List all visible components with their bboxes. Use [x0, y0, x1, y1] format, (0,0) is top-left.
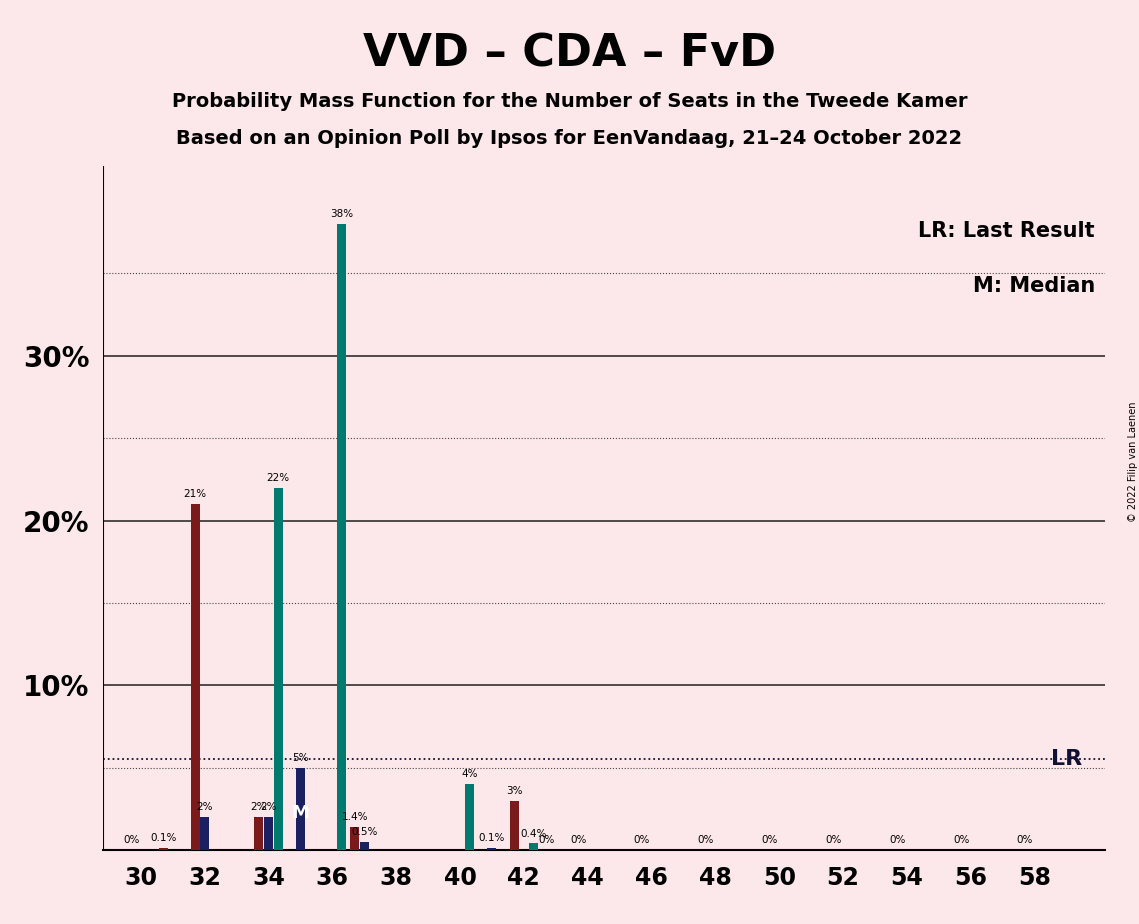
Bar — [264, 817, 273, 850]
Text: 0%: 0% — [953, 835, 969, 845]
Bar — [350, 827, 359, 850]
Text: 38%: 38% — [330, 209, 353, 219]
Text: 0.4%: 0.4% — [521, 829, 547, 839]
Text: 0.5%: 0.5% — [351, 827, 377, 837]
Bar — [510, 801, 518, 850]
Bar — [200, 817, 210, 850]
Text: 0%: 0% — [538, 835, 555, 845]
Text: © 2022 Filip van Laenen: © 2022 Filip van Laenen — [1129, 402, 1138, 522]
Text: 0%: 0% — [123, 835, 139, 845]
Bar — [273, 488, 282, 850]
Text: 1.4%: 1.4% — [342, 812, 368, 822]
Text: LR: LR — [1051, 749, 1082, 770]
Text: Based on an Opinion Poll by Ipsos for EenVandaag, 21–24 October 2022: Based on an Opinion Poll by Ipsos for Ee… — [177, 129, 962, 149]
Text: 0%: 0% — [1017, 835, 1033, 845]
Text: 2%: 2% — [196, 802, 213, 812]
Text: 0%: 0% — [826, 835, 842, 845]
Text: 2%: 2% — [260, 802, 277, 812]
Text: M: M — [292, 804, 310, 822]
Text: 0%: 0% — [697, 835, 714, 845]
Text: 0.1%: 0.1% — [150, 833, 177, 844]
Text: 0%: 0% — [633, 835, 650, 845]
Bar — [360, 842, 369, 850]
Bar — [528, 844, 538, 850]
Text: 0%: 0% — [762, 835, 778, 845]
Bar — [158, 848, 167, 850]
Text: 2%: 2% — [251, 802, 268, 812]
Bar — [296, 768, 305, 850]
Text: 22%: 22% — [267, 473, 289, 482]
Text: VVD – CDA – FvD: VVD – CDA – FvD — [363, 32, 776, 76]
Bar — [190, 505, 199, 850]
Bar — [465, 784, 474, 850]
Bar — [254, 817, 263, 850]
Text: 4%: 4% — [461, 770, 478, 779]
Text: 0%: 0% — [570, 835, 587, 845]
Text: M: Median: M: Median — [973, 275, 1095, 296]
Text: 0%: 0% — [890, 835, 906, 845]
Text: 5%: 5% — [293, 753, 309, 762]
Bar — [487, 848, 497, 850]
Text: 0.1%: 0.1% — [478, 833, 505, 844]
Text: 3%: 3% — [506, 785, 523, 796]
Text: LR: Last Result: LR: Last Result — [918, 221, 1095, 241]
Text: 21%: 21% — [183, 489, 206, 499]
Text: Probability Mass Function for the Number of Seats in the Tweede Kamer: Probability Mass Function for the Number… — [172, 92, 967, 112]
Bar — [337, 224, 346, 850]
